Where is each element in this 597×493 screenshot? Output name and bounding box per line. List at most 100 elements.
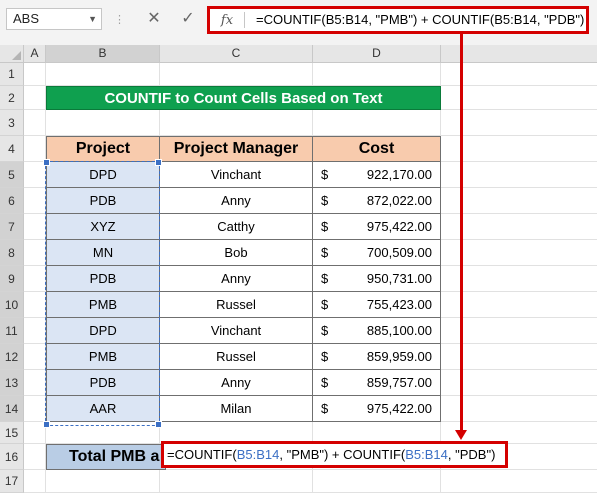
name-box-value: ABS <box>13 11 40 26</box>
formula-part: =COUNTIF( <box>167 447 237 462</box>
drag-handle-icon[interactable]: ⋮ <box>114 14 125 26</box>
currency-symbol: $ <box>321 219 329 234</box>
manager-cell[interactable]: Anny <box>159 369 313 396</box>
project-cell[interactable]: PMB <box>46 291 160 318</box>
project-cell[interactable]: PMB <box>46 343 160 370</box>
row-header-4[interactable]: 4 <box>0 136 24 162</box>
row-header-10[interactable]: 10 <box>0 292 24 318</box>
currency-symbol: $ <box>321 323 329 338</box>
currency-symbol: $ <box>321 167 329 182</box>
project-cell[interactable]: MN <box>46 239 160 266</box>
column-header-d[interactable]: D <box>313 45 441 63</box>
row-header-14[interactable]: 14 <box>0 396 24 422</box>
manager-cell[interactable]: Milan <box>159 395 313 422</box>
currency-symbol: $ <box>321 245 329 260</box>
column-header-b[interactable]: B <box>46 45 160 63</box>
header-project-manager[interactable]: Project Manager <box>159 136 313 162</box>
cost-value: 885,100.00 <box>366 323 432 338</box>
row-header-12[interactable]: 12 <box>0 344 24 370</box>
gridline <box>24 85 597 86</box>
column-header-a[interactable]: A <box>24 45 46 63</box>
cost-value: 922,170.00 <box>366 167 432 182</box>
gridline <box>24 469 597 470</box>
project-cell[interactable]: AAR <box>46 395 160 422</box>
manager-cell[interactable]: Bob <box>159 239 313 266</box>
formula-input-highlight[interactable]: fx =COUNTIF(B5:B14, "PMB") + COUNTIF(B5:… <box>207 6 589 34</box>
row-header-1[interactable]: 1 <box>0 63 24 86</box>
header-cost[interactable]: Cost <box>312 136 441 162</box>
currency-symbol: $ <box>321 375 329 390</box>
manager-cell[interactable]: Catthy <box>159 213 313 240</box>
row-header-2[interactable]: 2 <box>0 86 24 110</box>
cost-cell[interactable]: $700,509.00 <box>312 239 441 266</box>
row-header-15[interactable]: 15 <box>0 422 24 444</box>
cost-cell[interactable]: $950,731.00 <box>312 265 441 292</box>
row-header-8[interactable]: 8 <box>0 240 24 266</box>
project-cell[interactable]: DPD <box>46 317 160 344</box>
currency-symbol: $ <box>321 297 329 312</box>
formula-text[interactable]: =COUNTIF(B5:B14, "PMB") + COUNTIF(B5:B14… <box>256 12 585 27</box>
select-all-icon <box>12 51 21 60</box>
cancel-icon[interactable]: ✕ <box>147 10 161 27</box>
spreadsheet-grid: A B C D 1 2 3 4 5 6 7 8 9 10 11 12 13 14 15 16 17 COUNTI… <box>0 45 597 493</box>
cost-cell[interactable]: $885,100.00 <box>312 317 441 344</box>
formula-bar: ABS ▼ ⋮ ✕ ✓ fx =COUNTIF(B5:B14, "PMB") +… <box>0 0 597 45</box>
row-header-3[interactable]: 3 <box>0 110 24 136</box>
project-cell[interactable]: PDB <box>46 187 160 214</box>
insert-function-icon[interactable]: fx <box>214 11 240 31</box>
manager-cell[interactable]: Anny <box>159 265 313 292</box>
cost-value: 975,422.00 <box>366 219 432 234</box>
cost-value: 700,509.00 <box>366 245 432 260</box>
row-header-13[interactable]: 13 <box>0 370 24 396</box>
formula-part: , "PMB") + COUNTIF( <box>279 447 406 462</box>
gridline <box>24 135 597 136</box>
cost-cell[interactable]: $975,422.00 <box>312 213 441 240</box>
name-box[interactable]: ABS ▼ <box>6 8 102 30</box>
row-header-16[interactable]: 16 <box>0 444 24 470</box>
column-header-e[interactable] <box>441 45 597 63</box>
row-header-6[interactable]: 6 <box>0 188 24 214</box>
chevron-down-icon[interactable]: ▼ <box>88 14 97 24</box>
cost-cell[interactable]: $872,022.00 <box>312 187 441 214</box>
row-header-11[interactable]: 11 <box>0 318 24 344</box>
cost-value: 859,959.00 <box>366 349 432 364</box>
currency-symbol: $ <box>321 401 329 416</box>
cost-cell[interactable]: $975,422.00 <box>312 395 441 422</box>
project-cell[interactable]: PDB <box>46 369 160 396</box>
project-cell[interactable]: DPD <box>46 161 160 188</box>
row-header-5[interactable]: 5 <box>0 162 24 188</box>
divider <box>244 12 245 28</box>
row-header-17[interactable]: 17 <box>0 470 24 493</box>
select-all-corner[interactable] <box>0 45 24 63</box>
manager-cell[interactable]: Anny <box>159 187 313 214</box>
cost-value: 872,022.00 <box>366 193 432 208</box>
manager-cell[interactable]: Russel <box>159 291 313 318</box>
cell-edit-formula[interactable]: =COUNTIF(B5:B14, "PMB") + COUNTIF(B5:B14… <box>161 441 508 468</box>
row-header-9[interactable]: 9 <box>0 266 24 292</box>
formula-range-ref: B5:B14 <box>236 447 280 462</box>
currency-symbol: $ <box>321 271 329 286</box>
cost-value: 975,422.00 <box>366 401 432 416</box>
annotation-arrow-line <box>460 34 463 434</box>
currency-symbol: $ <box>321 349 329 364</box>
sheet-title[interactable]: COUNTIF to Count Cells Based on Text <box>46 86 441 110</box>
cost-cell[interactable]: $755,423.00 <box>312 291 441 318</box>
project-cell[interactable]: XYZ <box>46 213 160 240</box>
row-header-7[interactable]: 7 <box>0 214 24 240</box>
manager-cell[interactable]: Vinchant <box>159 317 313 344</box>
header-project[interactable]: Project <box>46 136 160 162</box>
manager-cell[interactable]: Russel <box>159 343 313 370</box>
currency-symbol: $ <box>321 193 329 208</box>
cost-value: 755,423.00 <box>366 297 432 312</box>
total-label[interactable]: Total PMB a <box>46 444 166 470</box>
cost-value: 859,757.00 <box>366 375 432 390</box>
cost-cell[interactable]: $922,170.00 <box>312 161 441 188</box>
project-cell[interactable]: PDB <box>46 265 160 292</box>
cost-cell[interactable]: $859,757.00 <box>312 369 441 396</box>
cost-cell[interactable]: $859,959.00 <box>312 343 441 370</box>
column-header-c[interactable]: C <box>160 45 313 63</box>
enter-icon[interactable]: ✓ <box>181 10 195 27</box>
fx-label: fx <box>220 13 234 28</box>
manager-cell[interactable]: Vinchant <box>159 161 313 188</box>
formula-range-ref: B5:B14 <box>405 447 448 462</box>
